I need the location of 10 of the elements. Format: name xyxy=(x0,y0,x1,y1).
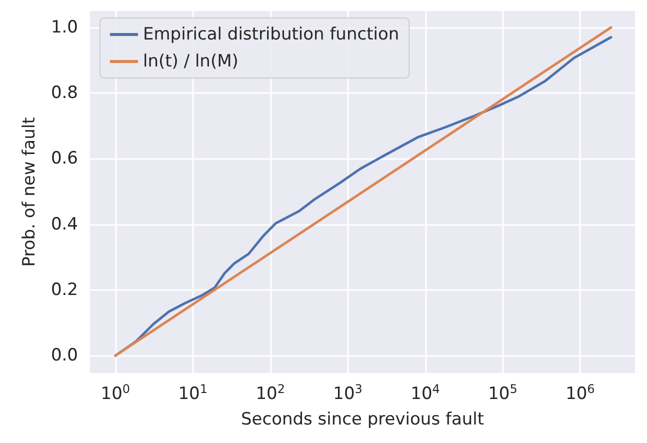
legend-label: ln(t) / ln(M) xyxy=(143,52,238,72)
y-axis-title: Prob. of new fault xyxy=(20,116,40,267)
legend-label: Empirical distribution function xyxy=(143,24,400,44)
y-tick-label: 0.2 xyxy=(50,280,78,300)
y-tick-label: 0.4 xyxy=(50,214,78,234)
y-tick-label: 0.8 xyxy=(50,83,78,104)
y-tick-label: 0.0 xyxy=(50,346,78,366)
y-tick-label: 1.0 xyxy=(50,17,78,38)
x-axis-title: Seconds since previous fault xyxy=(240,410,484,430)
y-tick-label: 0.6 xyxy=(50,148,78,169)
